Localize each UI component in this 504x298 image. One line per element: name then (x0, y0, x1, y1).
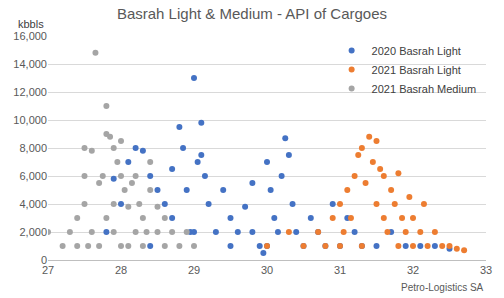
svg-text:2020 Basrah Light: 2020 Basrah Light (372, 45, 461, 57)
svg-text:12,000: 12,000 (13, 86, 47, 98)
svg-text:33: 33 (480, 264, 492, 276)
svg-text:27: 27 (42, 264, 54, 276)
svg-text:30: 30 (261, 264, 273, 276)
svg-text:10,000: 10,000 (13, 114, 47, 126)
svg-text:8,000: 8,000 (19, 142, 47, 154)
svg-text:4,000: 4,000 (19, 198, 47, 210)
svg-text:14,000: 14,000 (13, 58, 47, 70)
svg-text:32: 32 (407, 264, 419, 276)
svg-text:2021 Basrah Medium: 2021 Basrah Medium (372, 83, 477, 95)
svg-text:Basrah Light & Medium - API of: Basrah Light & Medium - API of Cargoes (117, 5, 387, 22)
svg-text:28: 28 (115, 264, 127, 276)
svg-text:2,000: 2,000 (19, 226, 47, 238)
svg-text:29: 29 (188, 264, 200, 276)
svg-text:6,000: 6,000 (19, 170, 47, 182)
svg-text:16,000: 16,000 (13, 30, 47, 42)
svg-text:31: 31 (334, 264, 346, 276)
svg-text:kbbls: kbbls (18, 18, 44, 30)
svg-text:Petro-Logistics SA: Petro-Logistics SA (401, 282, 484, 293)
svg-text:2021 Basrah Light: 2021 Basrah Light (372, 64, 461, 76)
svg-text:0: 0 (41, 254, 47, 266)
